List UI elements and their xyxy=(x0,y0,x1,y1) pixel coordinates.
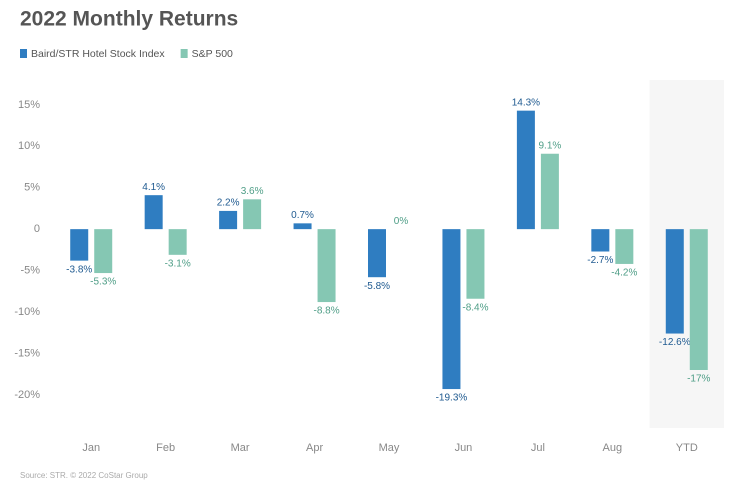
x-tick-label: YTD xyxy=(676,442,698,454)
bar xyxy=(516,110,535,230)
bar xyxy=(144,195,163,230)
legend-label: S&P 500 xyxy=(192,48,233,60)
y-tick-label: -10% xyxy=(14,306,40,318)
x-tick-label: Jul xyxy=(531,442,545,454)
bar xyxy=(665,229,684,334)
source-note: Source: STR. © 2022 CoStar Group xyxy=(20,471,148,480)
value-label: 9.1% xyxy=(538,140,561,151)
bar xyxy=(689,229,708,370)
y-tick-label: -15% xyxy=(14,347,40,359)
bar xyxy=(442,229,461,390)
value-label: -17% xyxy=(687,374,710,385)
value-label: -8.4% xyxy=(462,302,488,313)
value-label: -5.3% xyxy=(90,277,116,288)
x-tick-label: May xyxy=(379,442,400,454)
bar xyxy=(591,229,610,252)
bar xyxy=(168,229,187,255)
bar xyxy=(219,210,238,230)
bar xyxy=(70,229,89,261)
y-tick-label: 10% xyxy=(18,140,40,152)
bar xyxy=(615,229,634,264)
value-label: -2.7% xyxy=(587,255,613,266)
value-label: 0.7% xyxy=(291,210,314,221)
value-label: -3.8% xyxy=(66,264,92,275)
value-label: -12.6% xyxy=(659,337,691,348)
bar xyxy=(466,229,485,299)
x-tick-label: Mar xyxy=(231,442,250,454)
value-label: 4.1% xyxy=(142,182,165,193)
y-tick-label: -20% xyxy=(14,389,40,401)
y-tick-label: 0 xyxy=(34,223,40,235)
bar xyxy=(368,229,386,278)
bar xyxy=(293,223,312,230)
chart-title: 2022 Monthly Returns xyxy=(20,8,238,31)
y-tick-label: 15% xyxy=(18,99,40,111)
legend-swatch xyxy=(20,49,27,58)
value-label: -4.2% xyxy=(611,268,637,279)
x-tick-label: Feb xyxy=(156,442,175,454)
highlight-band xyxy=(649,80,724,428)
value-label: 3.6% xyxy=(241,186,264,197)
value-label: -19.3% xyxy=(436,393,468,404)
bar xyxy=(94,229,113,274)
value-label: -8.8% xyxy=(313,306,339,317)
x-tick-label: Apr xyxy=(306,442,323,454)
value-label: -3.1% xyxy=(165,258,191,269)
value-label: 0% xyxy=(394,216,409,227)
bar xyxy=(243,199,262,230)
x-tick-label: Aug xyxy=(603,442,623,454)
value-label: -5.8% xyxy=(364,281,390,292)
legend-label: Baird/STR Hotel Stock Index xyxy=(31,48,165,60)
x-tick-label: Jun xyxy=(455,442,473,454)
bar xyxy=(540,153,559,230)
x-tick-label: Jan xyxy=(82,442,100,454)
y-tick-label: 5% xyxy=(24,182,40,194)
y-tick-label: -5% xyxy=(20,264,40,276)
legend-swatch xyxy=(180,49,188,58)
value-label: 14.3% xyxy=(512,97,540,108)
bar xyxy=(317,229,336,303)
value-label: 2.2% xyxy=(217,198,240,209)
